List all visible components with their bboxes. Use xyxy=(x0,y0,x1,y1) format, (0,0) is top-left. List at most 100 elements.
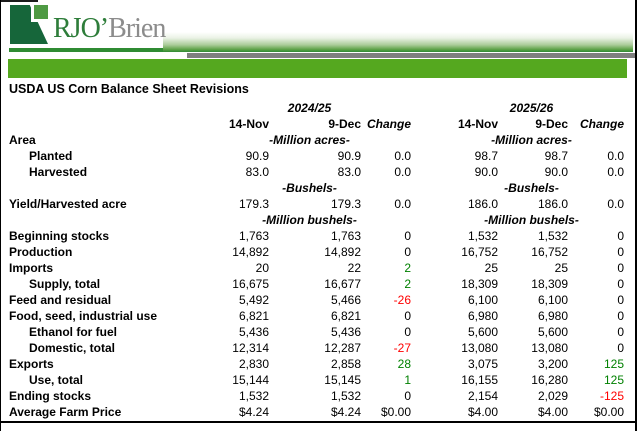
rjobrien-logo-icon xyxy=(10,5,48,44)
change-value: 125 xyxy=(603,373,624,387)
value-cell: $4.24 xyxy=(330,405,361,419)
logo-text-brien: Brien xyxy=(108,13,166,44)
row-label: Average Farm Price xyxy=(9,405,122,419)
logo-apostrophe: ’ xyxy=(99,13,109,44)
table-row: Domestic, total 12,314 12,287 -27 13,080 13,0… xyxy=(9,340,624,356)
table-row: Average Farm Price $4.24 $4.24 $0.00 $4.00 $4… xyxy=(9,404,624,420)
value-cell: 179.3 xyxy=(330,197,361,211)
value-cell: 2,858 xyxy=(330,357,361,371)
row-label: Supply, total xyxy=(29,277,101,291)
value-cell: 16,155 xyxy=(461,373,498,387)
value-cell: 6,100 xyxy=(467,293,498,307)
table-body: Area -Million acres- -Million acres- Plante… xyxy=(9,132,624,420)
gap-cell xyxy=(411,228,439,244)
units-label: -Million bushels- xyxy=(484,213,579,227)
value-cell: 83.0 xyxy=(337,165,361,179)
change-value: 0.0 xyxy=(394,149,411,163)
change-value: 28 xyxy=(397,357,411,371)
value-cell: 1,532 xyxy=(537,229,568,243)
value-cell: 5,492 xyxy=(238,293,269,307)
row-label xyxy=(9,180,208,196)
change-value: 0 xyxy=(617,325,624,339)
group-header-2024-25: 2024/25 xyxy=(287,101,332,115)
value-cell: 13,080 xyxy=(531,341,568,355)
rjobrien-logo: RJO’Brien xyxy=(10,5,166,44)
value-cell: 12,314 xyxy=(232,341,269,355)
value-cell: 14,892 xyxy=(232,245,269,259)
gap-cell xyxy=(411,324,439,340)
table-row: Supply, total 16,675 16,677 2 18,309 18,309 0 xyxy=(9,276,624,292)
header-green-bar xyxy=(8,59,627,78)
gap-cell xyxy=(411,100,439,116)
row-label: Feed and residual xyxy=(9,293,112,307)
value-cell: 12,287 xyxy=(324,341,361,355)
change-value: 0.0 xyxy=(607,197,624,211)
change-value: 0 xyxy=(404,389,411,403)
change-value: 0.0 xyxy=(607,165,624,179)
units-label: -Million acres- xyxy=(491,133,572,147)
top-edge-mark xyxy=(1,0,38,2)
value-cell: $4.00 xyxy=(537,405,568,419)
change-value: 1 xyxy=(404,373,411,387)
change-value: 0 xyxy=(617,293,624,307)
brand-header: RJO’Brien xyxy=(1,0,635,78)
value-cell: 98.7 xyxy=(474,149,498,163)
page-title: USDA US Corn Balance Sheet Revisions xyxy=(9,82,249,96)
table-row: Imports 20 22 2 25 25 0 xyxy=(9,260,624,276)
group-header-2025-26: 2025/26 xyxy=(509,101,554,115)
value-cell: 5,600 xyxy=(537,325,568,339)
value-cell: 1,763 xyxy=(330,229,361,243)
row-label: Domestic, total xyxy=(29,341,116,355)
gap-cell xyxy=(411,388,439,404)
value-cell: 5,436 xyxy=(330,325,361,339)
value-cell: 1,532 xyxy=(238,389,269,403)
value-cell: 90.0 xyxy=(474,165,498,179)
units-label: -Million acres- xyxy=(269,133,350,147)
value-cell: 3,075 xyxy=(467,357,498,371)
value-cell: 1,532 xyxy=(330,389,361,403)
gap-cell xyxy=(411,164,439,180)
value-cell: 1,532 xyxy=(467,229,498,243)
row-label: Food, seed, industrial use xyxy=(9,309,158,323)
value-cell: 16,752 xyxy=(531,245,568,259)
value-cell: 22 xyxy=(347,261,361,275)
table-row: Planted 90.9 90.9 0.0 98.7 98.7 0.0 xyxy=(9,148,624,164)
bottom-divider xyxy=(1,421,635,423)
value-cell: 16,280 xyxy=(531,373,568,387)
header-gray-bar xyxy=(187,53,635,58)
value-cell: 6,980 xyxy=(537,309,568,323)
units-row: -Million bushels- -Million bushels- xyxy=(9,212,624,228)
col-header-change-1: Change xyxy=(366,117,411,131)
row-label: Exports xyxy=(9,357,54,371)
change-value: 0 xyxy=(404,245,411,259)
change-value: 2 xyxy=(404,277,411,291)
change-value: 0 xyxy=(404,309,411,323)
value-cell: 179.3 xyxy=(238,197,269,211)
value-cell: 83.0 xyxy=(245,165,269,179)
change-value: 0 xyxy=(617,229,624,243)
change-value: 0.0 xyxy=(607,149,624,163)
change-value: 0 xyxy=(617,277,624,291)
units-row: Area -Million acres- -Million acres- xyxy=(9,132,624,148)
value-cell: 15,144 xyxy=(232,373,269,387)
value-cell: 6,821 xyxy=(238,309,269,323)
col-header-change-2: Change xyxy=(579,117,624,131)
change-value: 0 xyxy=(617,309,624,323)
rjobrien-wordmark: RJO’Brien xyxy=(53,13,166,44)
change-value: 0.0 xyxy=(394,165,411,179)
change-value: 0 xyxy=(617,245,624,259)
units-label: -Bushels- xyxy=(504,181,559,195)
table-row: Production 14,892 14,892 0 16,752 16,752 0 xyxy=(9,244,624,260)
table-row: Feed and residual 5,492 5,466 -26 6,100 6,100… xyxy=(9,292,624,308)
change-value: 0 xyxy=(404,325,411,339)
value-cell: 25 xyxy=(554,261,568,275)
table-row: Ethanol for fuel 5,436 5,436 0 5,600 5,600 0 xyxy=(9,324,624,340)
change-value: $0.00 xyxy=(380,405,411,419)
value-cell: 5,436 xyxy=(238,325,269,339)
gap-cell xyxy=(411,132,439,148)
change-value: -27 xyxy=(393,341,411,355)
empty-cell xyxy=(9,100,208,116)
table-row: Exports 2,830 2,858 28 3,075 3,200 125 xyxy=(9,356,624,372)
gap-cell xyxy=(411,148,439,164)
